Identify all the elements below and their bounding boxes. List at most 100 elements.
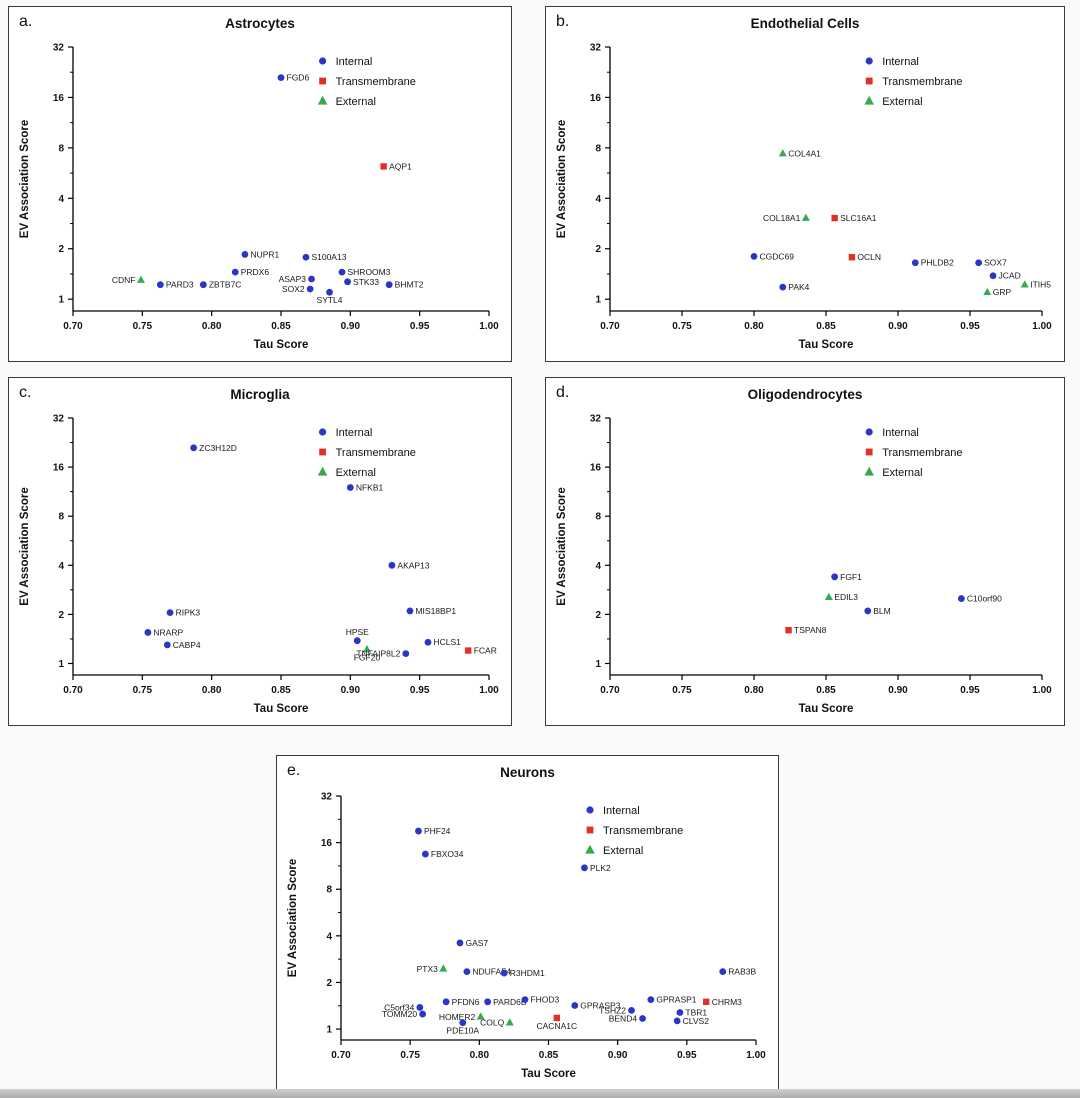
svg-text:SOX2: SOX2 xyxy=(282,284,305,294)
svg-text:NDUFAF4: NDUFAF4 xyxy=(472,967,511,977)
svg-text:32: 32 xyxy=(53,43,65,54)
svg-text:S100A13: S100A13 xyxy=(311,252,346,262)
svg-text:EV Association Score: EV Association Score xyxy=(556,487,568,605)
svg-text:0.70: 0.70 xyxy=(63,685,83,696)
svg-text:FGD6: FGD6 xyxy=(287,73,310,83)
svg-text:ITIH5: ITIH5 xyxy=(1030,280,1051,290)
svg-text:Transmembrane: Transmembrane xyxy=(336,76,416,88)
panel-neurons: e. Neurons 0.70 0.75 0.80 0.85 0.90 0.95 1.00 1… xyxy=(276,755,779,1092)
svg-text:External: External xyxy=(882,467,922,479)
svg-text:External: External xyxy=(603,845,643,857)
svg-text:GAS7: GAS7 xyxy=(465,938,488,948)
svg-text:PARD3: PARD3 xyxy=(166,280,194,290)
svg-text:TNFAIP8L2: TNFAIP8L2 xyxy=(356,649,400,659)
svg-text:PHF24: PHF24 xyxy=(424,826,451,836)
bottom-strip xyxy=(0,1089,1080,1098)
svg-text:Tau Score: Tau Score xyxy=(799,703,854,715)
panel-title-oligodendrocytes: Oligodendrocytes xyxy=(747,387,863,402)
svg-text:PARD6B: PARD6B xyxy=(493,997,527,1007)
svg-text:HCLS1: HCLS1 xyxy=(433,637,461,647)
svg-text:External: External xyxy=(882,96,922,108)
panel-title-neurons: Neurons xyxy=(500,765,555,780)
svg-text:STK33: STK33 xyxy=(353,277,379,287)
svg-text:4: 4 xyxy=(595,561,601,572)
svg-text:1: 1 xyxy=(58,659,64,670)
svg-text:SOX7: SOX7 xyxy=(984,258,1007,268)
svg-text:FGF20: FGF20 xyxy=(354,652,381,662)
svg-text:JCAD: JCAD xyxy=(999,271,1021,281)
svg-text:CACNA1C: CACNA1C xyxy=(536,1021,577,1031)
svg-text:EV Association Score: EV Association Score xyxy=(287,859,299,977)
svg-text:MIS18BP1: MIS18BP1 xyxy=(415,606,456,616)
svg-text:C5orf34: C5orf34 xyxy=(384,1002,415,1012)
scatter-plot-astrocytes: 0.70 0.75 0.80 0.85 0.90 0.95 1.00 1 2 4 8 16 32 Tau … xyxy=(13,37,505,355)
svg-text:16: 16 xyxy=(53,463,65,474)
svg-text:8: 8 xyxy=(326,885,332,896)
panel-microglia: c. Microglia 0.70 0.75 0.80 0.85 0.90 0.95 1.0… xyxy=(8,377,512,726)
svg-text:0.85: 0.85 xyxy=(816,321,836,332)
svg-text:16: 16 xyxy=(321,838,333,849)
panel-title-endothelial-cells: Endothelial Cells xyxy=(750,16,860,31)
svg-text:2: 2 xyxy=(595,244,601,255)
svg-text:0.95: 0.95 xyxy=(410,321,430,332)
panel-astrocytes: a. Astrocytes 0.70 0.75 0.80 0.85 0.90 0.95 1.… xyxy=(8,6,512,362)
svg-text:8: 8 xyxy=(58,143,64,154)
svg-text:CDNF: CDNF xyxy=(112,275,136,285)
svg-text:Internal: Internal xyxy=(603,805,640,817)
svg-text:CGDC69: CGDC69 xyxy=(760,251,795,261)
svg-text:2: 2 xyxy=(326,978,332,989)
svg-text:Transmembrane: Transmembrane xyxy=(882,76,962,88)
svg-text:PHLDB2: PHLDB2 xyxy=(921,258,954,268)
svg-text:1: 1 xyxy=(595,295,601,306)
svg-text:0.80: 0.80 xyxy=(470,1050,490,1061)
svg-text:0.95: 0.95 xyxy=(960,685,980,696)
svg-text:32: 32 xyxy=(590,43,602,54)
svg-text:GPRASP3: GPRASP3 xyxy=(580,1000,620,1010)
scatter-plot-microglia: 0.70 0.75 0.80 0.85 0.90 0.95 1.00 1 2 4 8 16 32 Tau … xyxy=(13,408,505,719)
svg-text:SHROOM3: SHROOM3 xyxy=(348,267,391,277)
svg-text:HPSE: HPSE xyxy=(346,627,369,637)
svg-text:Internal: Internal xyxy=(882,56,919,68)
svg-text:0.90: 0.90 xyxy=(888,321,908,332)
svg-text:PLK2: PLK2 xyxy=(590,863,611,873)
svg-text:16: 16 xyxy=(53,93,65,104)
scatter-plot-endothelial-cells: 0.70 0.75 0.80 0.85 0.90 0.95 1.00 1 2 4 8 16 32 Tau … xyxy=(550,37,1058,355)
svg-text:0.75: 0.75 xyxy=(672,685,692,696)
svg-text:Tau Score: Tau Score xyxy=(254,339,309,351)
svg-text:AQP1: AQP1 xyxy=(389,161,412,171)
svg-text:0.70: 0.70 xyxy=(331,1050,351,1061)
svg-text:16: 16 xyxy=(590,93,602,104)
svg-text:External: External xyxy=(336,467,376,479)
svg-text:GPRASP1: GPRASP1 xyxy=(656,995,696,1005)
svg-text:TBR1: TBR1 xyxy=(685,1007,707,1017)
svg-text:0.75: 0.75 xyxy=(400,1050,420,1061)
svg-text:FGF1: FGF1 xyxy=(840,572,862,582)
svg-text:1.00: 1.00 xyxy=(746,1050,766,1061)
svg-text:4: 4 xyxy=(595,194,601,205)
svg-text:Internal: Internal xyxy=(336,56,373,68)
svg-text:32: 32 xyxy=(321,792,333,803)
svg-text:2: 2 xyxy=(58,244,64,255)
svg-text:Transmembrane: Transmembrane xyxy=(882,447,962,459)
svg-text:0.90: 0.90 xyxy=(341,321,361,332)
svg-text:Transmembrane: Transmembrane xyxy=(336,447,416,459)
svg-text:COL18A1: COL18A1 xyxy=(763,213,801,223)
svg-text:1.00: 1.00 xyxy=(479,321,499,332)
svg-text:FBXO34: FBXO34 xyxy=(431,849,464,859)
svg-text:PFDN6: PFDN6 xyxy=(452,997,480,1007)
svg-text:TSHZ2: TSHZ2 xyxy=(599,1005,626,1015)
svg-text:SYTL4: SYTL4 xyxy=(317,295,343,305)
svg-text:1: 1 xyxy=(595,659,601,670)
svg-text:0.85: 0.85 xyxy=(271,321,291,332)
scatter-plot-neurons: 0.70 0.75 0.80 0.85 0.90 0.95 1.00 1 2 4 8 16 32 Tau … xyxy=(281,786,772,1084)
svg-text:0.95: 0.95 xyxy=(960,321,980,332)
svg-text:OCLN: OCLN xyxy=(857,252,881,262)
svg-text:Tau Score: Tau Score xyxy=(254,703,309,715)
svg-text:BEND4: BEND4 xyxy=(609,1014,638,1024)
svg-text:CLVS2: CLVS2 xyxy=(683,1016,710,1026)
svg-text:2: 2 xyxy=(58,610,64,621)
svg-text:2: 2 xyxy=(595,610,601,621)
svg-text:Internal: Internal xyxy=(336,427,373,439)
svg-text:GRP: GRP xyxy=(993,287,1012,297)
